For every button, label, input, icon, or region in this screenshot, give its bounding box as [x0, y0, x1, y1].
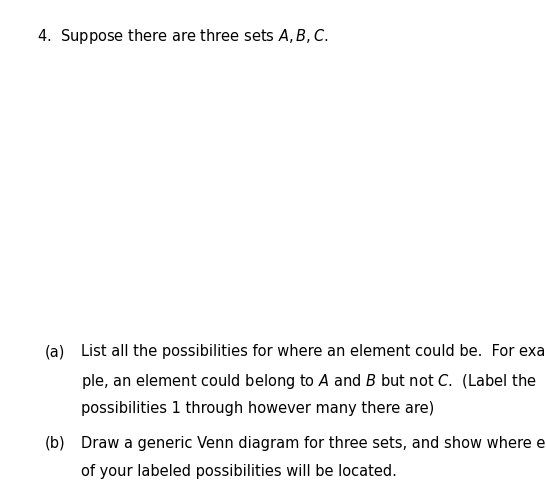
Text: 4.  Suppose there are three sets $A, B, C$.: 4. Suppose there are three sets $A, B, C…	[37, 27, 329, 46]
Text: possibilities 1 through however many there are): possibilities 1 through however many the…	[81, 401, 434, 416]
Text: Draw a generic Venn diagram for three sets, and show where each: Draw a generic Venn diagram for three se…	[81, 436, 546, 451]
Text: (b): (b)	[45, 436, 66, 451]
Text: List all the possibilities for where an element could be.  For exam-: List all the possibilities for where an …	[81, 344, 546, 359]
Text: ple, an element could belong to $A$ and $B$ but not $C$.  (Label the: ple, an element could belong to $A$ and …	[81, 372, 537, 391]
Text: (a): (a)	[45, 344, 65, 359]
Text: of your labeled possibilities will be located.: of your labeled possibilities will be lo…	[81, 464, 397, 479]
